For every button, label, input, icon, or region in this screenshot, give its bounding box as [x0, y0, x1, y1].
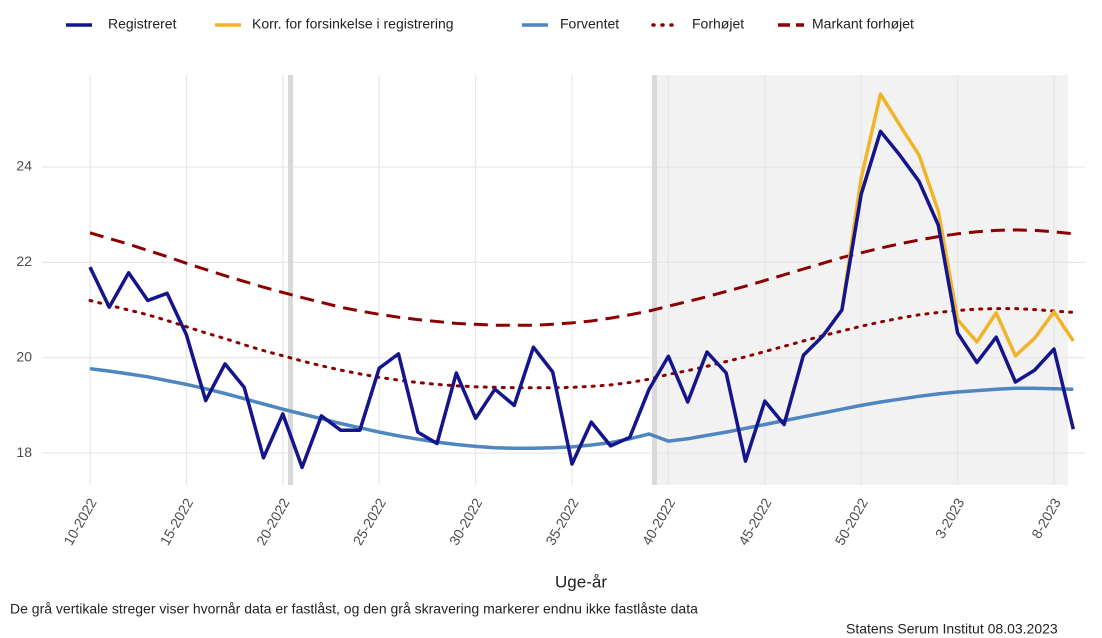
y-tick-label: 24 [16, 158, 32, 174]
x-tick-label: 30-2022 [446, 495, 486, 548]
x-axis-label: Uge-år [555, 572, 607, 591]
legend-label: Registreret [108, 16, 177, 32]
x-tick-label: 50-2022 [831, 495, 871, 548]
y-tick-label: 20 [16, 348, 32, 364]
lock-line [652, 75, 657, 485]
x-tick-label: 40-2022 [639, 495, 679, 548]
lock-line [288, 75, 293, 485]
legend: Registreret Korr. for forsinkelse i regis… [66, 16, 914, 32]
legend-label: Forventet [560, 16, 619, 32]
source: Statens Serum Institut 08.03.2023 [846, 621, 1058, 637]
x-tick-label: 10-2022 [60, 495, 100, 548]
series-line [840, 92, 1075, 358]
series-line [88, 129, 1076, 470]
x-tick-label: 45-2022 [735, 495, 775, 548]
legend-label: Forhøjet [692, 16, 744, 32]
x-tick-label: 8-2023 [1028, 495, 1064, 541]
legend-label: Korr. for forsinkelse i registrering [252, 16, 454, 32]
series-line [89, 228, 1074, 327]
series-line [88, 299, 1075, 390]
grid [42, 75, 1085, 485]
lines [88, 92, 1076, 470]
y-tick-label: 18 [16, 444, 32, 460]
x-tick-label: 35-2022 [542, 495, 582, 548]
x-tick-label: 3-2023 [932, 495, 968, 541]
x-tick-label: 15-2022 [157, 495, 197, 548]
legend-label: Markant forhøjet [812, 16, 914, 32]
caption: De grå vertikale streger viser hvornår d… [10, 601, 698, 617]
y-tick-label: 22 [16, 253, 32, 269]
x-tick-label: 20-2022 [253, 495, 293, 548]
x-tick-label: 25-2022 [349, 495, 389, 548]
